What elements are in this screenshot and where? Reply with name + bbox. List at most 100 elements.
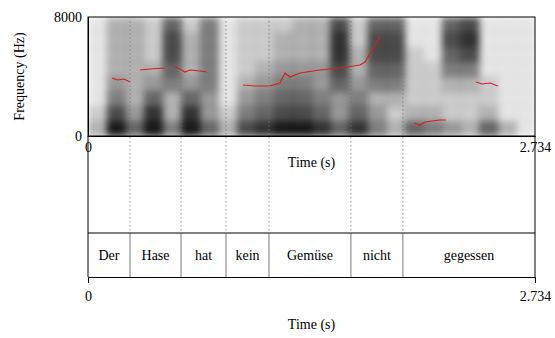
spectrogram-cell <box>460 32 479 47</box>
spectrogram-cell <box>256 32 275 47</box>
interval-label: Der <box>99 248 120 263</box>
interval-label: kein <box>235 248 259 263</box>
spectrogram-cell <box>460 91 479 106</box>
tick-label: 2.734 <box>520 289 552 304</box>
spectrogram-cell <box>274 106 293 121</box>
spectrogram-cell <box>200 47 219 62</box>
spectrogram-cell <box>312 17 331 32</box>
spectrogram-cell <box>498 17 517 32</box>
boundary-dotted <box>402 17 403 233</box>
spectrogram-cell <box>312 77 331 92</box>
spectrogram-cell <box>181 121 200 136</box>
spectrogram-cell <box>349 121 368 136</box>
spectrogram-cell <box>107 32 126 47</box>
spectrogram-cell <box>349 62 368 77</box>
plot-area <box>88 17 535 136</box>
spectrogram-cell <box>386 121 405 136</box>
spectrogram-cell <box>330 121 349 136</box>
spectrogram-cell <box>293 77 312 92</box>
spectrogram-cell <box>293 47 312 62</box>
spectrogram-cell <box>181 17 200 32</box>
interval-label: Hase <box>142 248 170 263</box>
spectrogram-cell <box>330 62 349 77</box>
spectrogram-cell <box>163 106 182 121</box>
spectrogram-cell <box>386 106 405 121</box>
spectrogram-cell <box>405 106 424 121</box>
x-axis: 02.734 <box>85 277 551 304</box>
spectrogram-cell <box>330 91 349 106</box>
spectrogram-cell <box>479 47 498 62</box>
spectrogram-cell <box>312 47 331 62</box>
spectrogram-cell <box>367 17 386 32</box>
plot-frame <box>88 17 535 136</box>
spectrogram-cell <box>274 121 293 136</box>
spectrogram-cell <box>218 32 237 47</box>
interval-label: hat <box>195 248 212 263</box>
spectrogram-cell <box>274 32 293 47</box>
spectrogram-cell <box>442 91 461 106</box>
spectrogram-cell <box>516 121 535 136</box>
spectrogram-cell <box>498 77 517 92</box>
spectrogram-cell <box>405 77 424 92</box>
spectrogram-cell <box>442 77 461 92</box>
spectrogram-cell <box>218 106 237 121</box>
spectrogram-cell <box>256 62 275 77</box>
spectrogram-cell <box>256 106 275 121</box>
spectrogram-cell <box>367 32 386 47</box>
spectrogram-cell <box>163 62 182 77</box>
spectrogram-cell <box>107 121 126 136</box>
spectrogram-cell <box>256 121 275 136</box>
spectrogram-cell <box>349 17 368 32</box>
spectrogram-cell <box>293 106 312 121</box>
spectrogram-cell <box>498 106 517 121</box>
spectrogram-cell <box>218 91 237 106</box>
spectrogram-cell <box>460 77 479 92</box>
tick-label: 0 <box>75 129 82 144</box>
spectrogram-cell <box>460 121 479 136</box>
spectrogram-cell <box>125 32 144 47</box>
spectrogram-cell <box>367 62 386 77</box>
boundary <box>130 233 131 277</box>
spectrogram-cell <box>367 47 386 62</box>
spectrogram-cell <box>442 17 461 32</box>
spectrogram-cell <box>88 17 107 32</box>
spectrogram-cell <box>405 32 424 47</box>
spectrogram-cell <box>312 32 331 47</box>
spectrogram-cell <box>386 47 405 62</box>
x-axis: 02.734 <box>85 136 551 155</box>
spectrogram-cell <box>330 32 349 47</box>
spectrogram-cell <box>88 121 107 136</box>
spectrogram-cell <box>423 91 442 106</box>
spectrogram-cell <box>218 62 237 77</box>
spectrogram-cell <box>330 106 349 121</box>
spectrogram-cell <box>405 62 424 77</box>
spectrogram-cell <box>367 91 386 106</box>
spectrogram-cell <box>442 32 461 47</box>
spectrogram-cell <box>125 77 144 92</box>
spectrogram-cell <box>498 91 517 106</box>
spectrogram-cell <box>423 121 442 136</box>
spectrogram-cell <box>107 91 126 106</box>
tick-label: 2.734 <box>520 140 552 155</box>
spectrogram-cell <box>218 47 237 62</box>
boundary-dotted <box>268 17 269 233</box>
y-axis-title: Frequency (Hz) <box>12 32 28 121</box>
tick-mark <box>535 277 536 283</box>
spectrogram-cell <box>423 106 442 121</box>
tick: 2.734 <box>520 277 552 304</box>
spectrogram-cell <box>218 121 237 136</box>
spectrogram-cell <box>125 91 144 106</box>
interval-label: gegessen <box>444 248 495 263</box>
tier-labels: DerHasehatkeinGemüsenichtgegessen <box>99 248 495 263</box>
spectrogram-cell <box>312 91 331 106</box>
spectrogram-cell <box>498 121 517 136</box>
spectrogram-cell <box>386 91 405 106</box>
spectrogram-cell <box>237 47 256 62</box>
spectrogram-cell <box>144 32 163 47</box>
spectrogram-cell <box>293 91 312 106</box>
spectrogram-cell <box>498 47 517 62</box>
spectrogram-cell <box>423 62 442 77</box>
panel-frame <box>88 136 89 277</box>
spectrogram-cell <box>274 47 293 62</box>
spectrogram-cell <box>423 32 442 47</box>
